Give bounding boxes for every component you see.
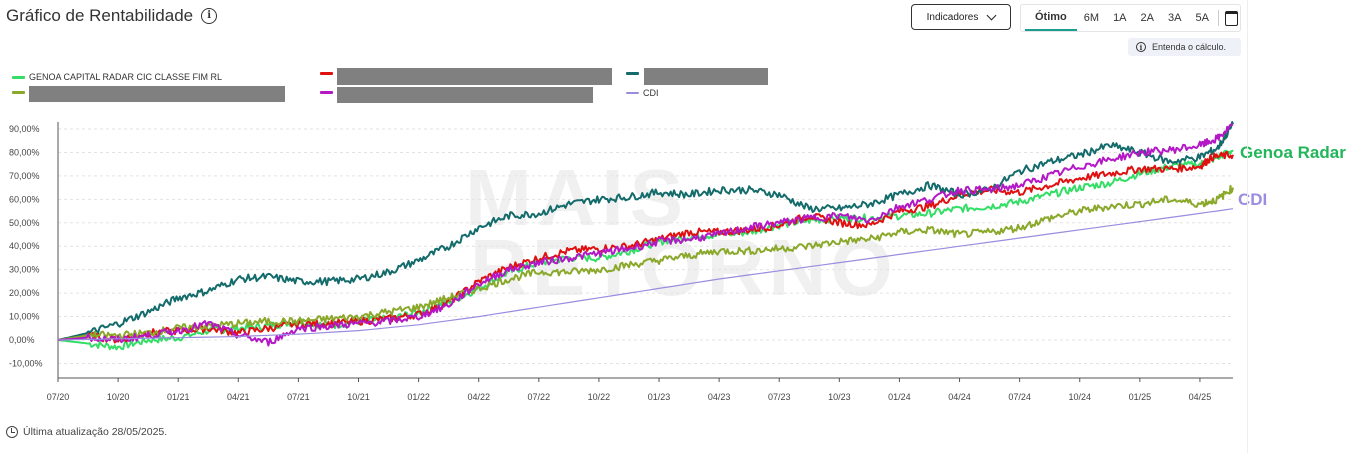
period-1a[interactable]: 1A (1113, 12, 1127, 24)
period-3a[interactable]: 3A (1168, 12, 1182, 24)
grid (57, 122, 1233, 379)
last-update-text: Última atualização 28/05/2025. (23, 426, 168, 438)
y-tick-label: 50,00% (9, 218, 40, 228)
period-5a[interactable]: 5A (1195, 12, 1209, 24)
understand-calculation-button[interactable]: i Entenda o cálculo. (1128, 38, 1241, 56)
series-line-fund-4 (57, 123, 1234, 347)
y-axis: -10,00% 0,00% 10,00% 20,00% 30,00% 40,00% 50,0… (9, 124, 43, 368)
chart-title-text: Gráfico de Rentabilidade (6, 6, 194, 25)
series-lines (57, 121, 1234, 351)
x-tick-label: 01/23 (648, 392, 671, 402)
understand-label: Entenda o cálculo. (1152, 42, 1227, 52)
legend-item-redacted-2[interactable] (626, 72, 639, 75)
annotation-genoa: Genoa Radar (1240, 143, 1346, 162)
x-axis: 07/20 10/20 01/21 04/21 07/21 10/21 01/22 04/22… (47, 378, 1211, 402)
x-tick-label: 01/24 (888, 392, 911, 402)
legend-item-redacted-1[interactable] (320, 72, 333, 75)
y-tick-label: 20,00% (9, 288, 40, 298)
y-tick-label: 0,00% (9, 335, 35, 345)
indicators-label: Indicadores (926, 11, 979, 23)
indicators-dropdown[interactable]: Indicadores (911, 4, 1011, 30)
period-selector: Ótimo 6M 1A 2A 3A 5A (1020, 4, 1241, 32)
period-6m[interactable]: 6M (1083, 12, 1100, 24)
info-icon[interactable]: i (201, 8, 218, 24)
legend-label: CDI (643, 88, 659, 98)
redacted-label (337, 87, 593, 103)
x-tick-label: 04/22 (467, 392, 490, 402)
x-tick-label: 01/25 (1129, 392, 1152, 402)
redacted-label (644, 68, 768, 85)
x-tick-label: 10/22 (588, 392, 611, 402)
x-tick-label: 07/21 (287, 392, 310, 402)
x-tick-label: 07/20 (47, 392, 70, 402)
x-tick-label: 04/21 (227, 392, 250, 402)
x-tick-label: 07/22 (528, 392, 551, 402)
divider (1217, 10, 1219, 26)
legend-item-redacted-4[interactable] (320, 91, 333, 94)
legend-item-cdi[interactable]: CDI (626, 88, 659, 98)
redacted-label (337, 68, 612, 85)
legend-swatch (12, 91, 25, 94)
series-line-fund-3 (57, 184, 1234, 341)
x-tick-label: 10/20 (107, 392, 130, 402)
clock-icon (6, 426, 18, 438)
series-line-fund-2 (57, 121, 1234, 341)
panel-border (1247, 0, 1248, 453)
x-tick-label: 04/25 (1189, 392, 1212, 402)
info-icon: i (1136, 42, 1146, 52)
y-tick-label: 10,00% (9, 312, 40, 322)
watermark-line-1: MAIS (465, 153, 689, 242)
x-tick-label: 10/24 (1068, 392, 1091, 402)
y-tick-label: 40,00% (9, 241, 40, 251)
annotation-cdi: CDI (1238, 190, 1267, 209)
legend-item-genoa[interactable]: GENOA CAPITAL RADAR CIC CLASSE FIM RL (12, 72, 222, 82)
calendar-icon[interactable] (1224, 10, 1238, 26)
y-tick-label: -10,00% (9, 358, 43, 368)
x-tick-label: 07/23 (768, 392, 791, 402)
legend-swatch (320, 91, 333, 94)
chart-title: Gráfico de Rentabilidade i (6, 6, 218, 26)
period-otimo[interactable]: Ótimo (1025, 5, 1077, 31)
period-2a[interactable]: 2A (1140, 12, 1154, 24)
legend-item-redacted-3[interactable] (12, 91, 25, 94)
x-tick-label: 01/21 (167, 392, 190, 402)
y-tick-label: 70,00% (9, 171, 40, 181)
legend-swatch (320, 72, 333, 75)
x-tick-label: 01/22 (407, 392, 430, 402)
x-tick-label: 07/24 (1008, 392, 1031, 402)
redacted-label (29, 86, 285, 102)
y-tick-label: 90,00% (9, 124, 40, 134)
x-tick-label: 04/24 (948, 392, 971, 402)
x-tick-label: 10/21 (347, 392, 370, 402)
y-tick-label: 60,00% (9, 194, 40, 204)
legend-swatch (626, 92, 639, 94)
legend-label: GENOA CAPITAL RADAR CIC CLASSE FIM RL (29, 72, 223, 82)
series-line-cdi (57, 208, 1234, 341)
x-tick-label: 10/23 (828, 392, 851, 402)
legend-swatch (626, 72, 639, 75)
legend-swatch (12, 75, 25, 79)
y-tick-label: 30,00% (9, 265, 40, 275)
last-update: Última atualização 28/05/2025. (6, 426, 167, 438)
y-tick-label: 80,00% (9, 147, 40, 157)
x-tick-label: 04/23 (708, 392, 731, 402)
